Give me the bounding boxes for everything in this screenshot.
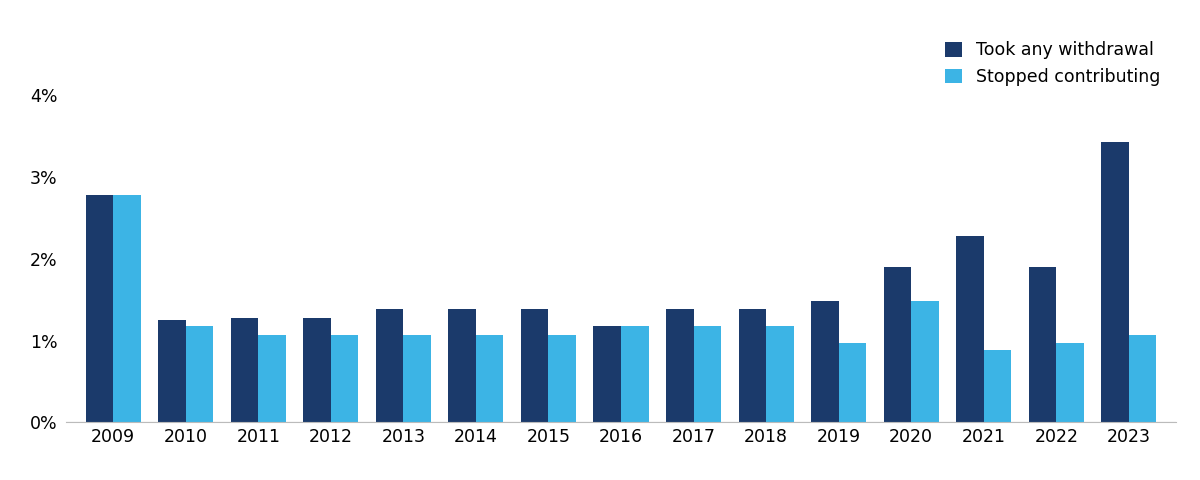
Bar	[376, 310, 403, 422]
Bar	[694, 326, 721, 422]
Bar	[304, 318, 331, 422]
Bar	[622, 326, 648, 422]
Bar	[548, 335, 576, 422]
Bar	[738, 310, 766, 422]
Bar	[476, 335, 504, 422]
Bar	[113, 195, 140, 422]
Bar	[403, 335, 431, 422]
Bar	[230, 318, 258, 422]
Bar	[158, 320, 186, 422]
Bar	[811, 301, 839, 422]
Bar	[911, 301, 938, 422]
Bar	[449, 310, 476, 422]
Bar	[1056, 343, 1084, 422]
Bar	[766, 326, 793, 422]
Bar	[1129, 335, 1157, 422]
Bar	[594, 326, 622, 422]
Bar	[883, 267, 911, 422]
Bar	[258, 335, 286, 422]
Bar	[1028, 267, 1056, 422]
Bar	[331, 335, 359, 422]
Bar	[1102, 143, 1129, 422]
Bar	[984, 350, 1012, 422]
Bar	[666, 310, 694, 422]
Bar	[839, 343, 866, 422]
Bar	[956, 236, 984, 422]
Legend: Took any withdrawal, Stopped contributing: Took any withdrawal, Stopped contributin…	[938, 35, 1168, 93]
Bar	[521, 310, 548, 422]
Bar	[186, 326, 214, 422]
Bar	[85, 195, 113, 422]
